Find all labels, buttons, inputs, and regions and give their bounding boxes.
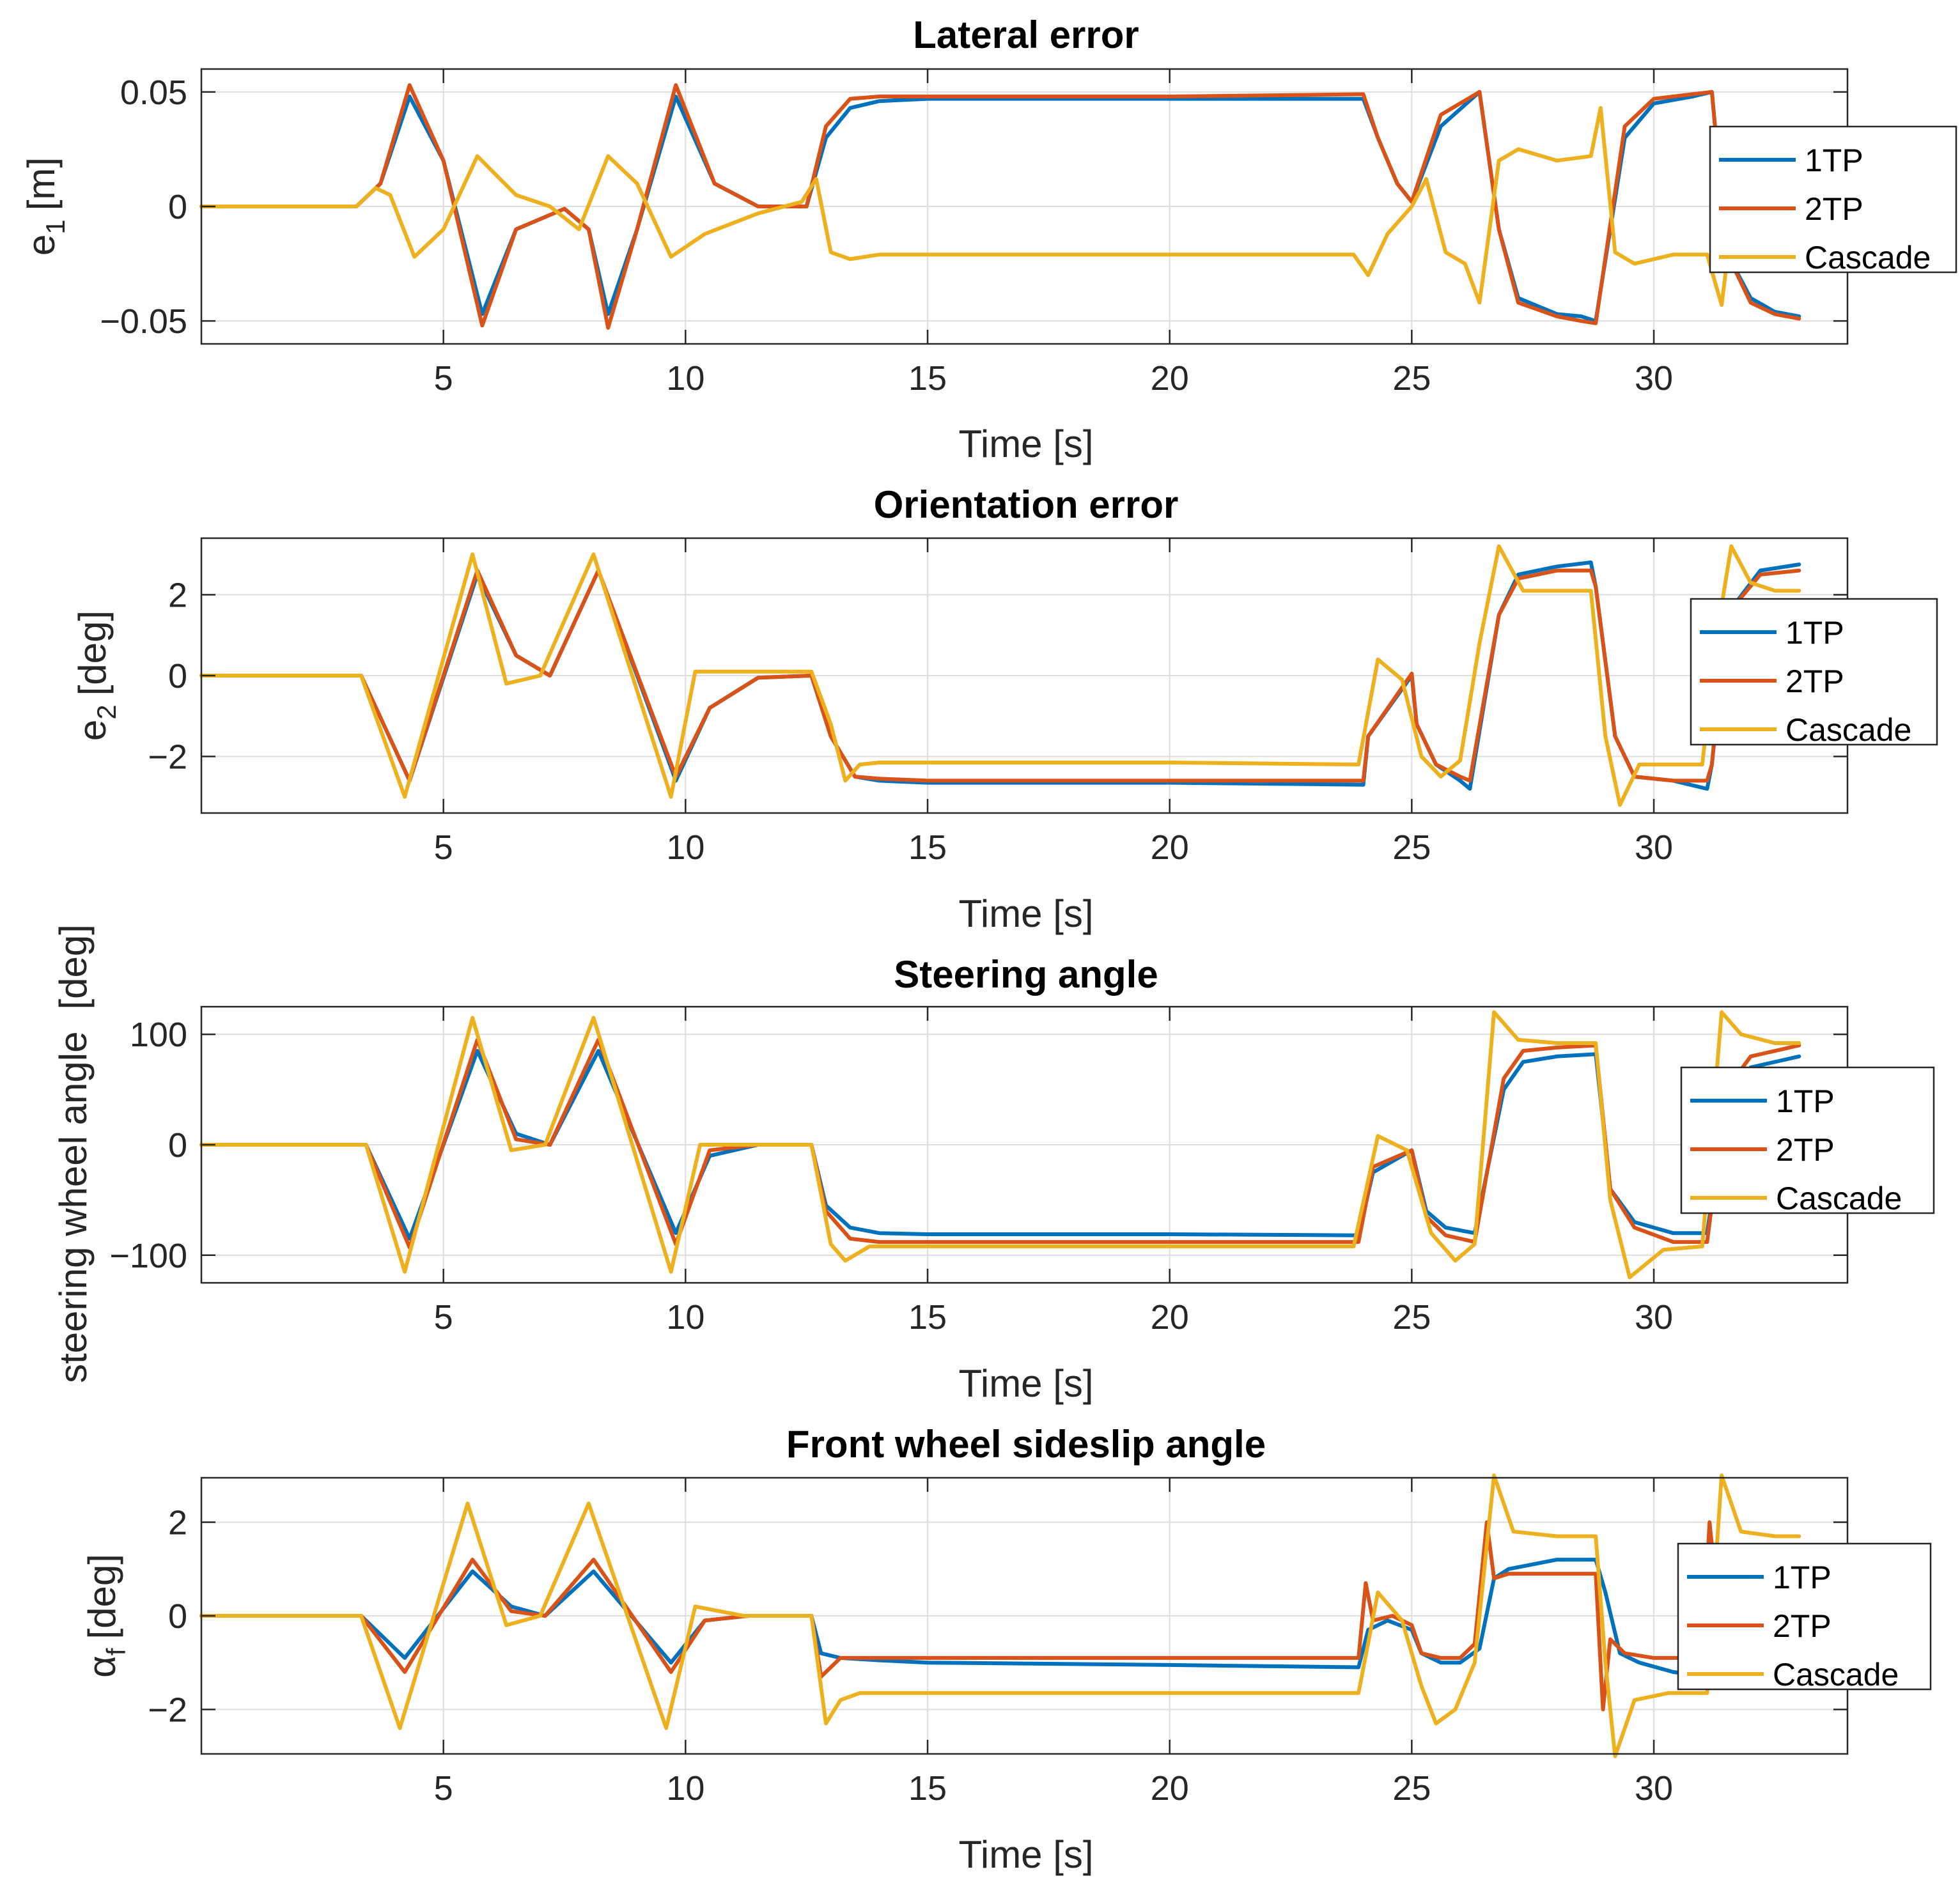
y-tick-label: 0 [168,1126,187,1165]
series-line-2tp [199,1037,1801,1250]
legend-label: 1TP [1805,143,1863,178]
y-axis-label: e2 [deg] [71,610,121,741]
legend-box [1680,1066,1935,1214]
orientation-error-subplot: Orientation error 5 10 15 20 25 30 −2 0 2 Time [… [71,483,1938,935]
chart-title: Steering angle [894,953,1158,996]
y-axis-label-unit: [deg] [81,1554,123,1639]
y-axis-label-text: steering wheel angle [52,1032,95,1383]
legend-box [1709,125,1957,274]
legend-label: 2TP [1776,1132,1835,1168]
x-tick-label: 5 [434,828,453,867]
y-axis-label-symbol: e [20,235,63,256]
y-axis-label: e1 [m] [20,157,70,256]
legend-label: 1TP [1773,1560,1832,1595]
x-tick-label: 20 [1151,828,1189,867]
legend-label: 2TP [1773,1608,1832,1644]
chart-title: Orientation error [874,483,1179,526]
legend: 1TP 2TP Cascade [1680,1066,1935,1216]
x-tick-label: 30 [1635,359,1673,398]
legend-label: Cascade [1773,1657,1899,1693]
x-tick-label: 30 [1635,1769,1673,1808]
x-tick-label: 25 [1392,1769,1431,1808]
x-axis-label: Time [s] [958,422,1093,465]
y-tick-label: 0 [168,1597,187,1636]
series-line-cascade [199,105,1801,307]
x-tick-label: 10 [666,359,704,398]
x-tick-label: 15 [908,359,947,398]
x-tick-label: 20 [1151,1769,1189,1808]
steering-angle-subplot: Steering angle 5 10 15 20 25 30 −100 0 100 Time … [52,924,1935,1405]
y-axis-label-unit: [deg] [71,610,114,695]
lateral-error-subplot: Lateral error 5 10 15 20 25 30 −0.05 0 0.05 Time… [20,13,1957,465]
y-axis-label-symbol: e [71,720,114,741]
series-line-1tp [199,1548,1801,1679]
x-tick-label: 5 [434,359,453,398]
series-line-cascade [199,1473,1801,1758]
y-axis-label-subscript: 2 [91,704,121,719]
y-tick-label: −2 [148,1691,187,1729]
y-tick-label: −0.05 [100,302,187,341]
legend-label: 1TP [1785,615,1844,651]
chart-title: Front wheel sideslip angle [786,1423,1266,1466]
x-tick-label: 5 [434,1298,453,1337]
x-tick-label: 25 [1392,359,1431,398]
legend-label: Cascade [1776,1181,1902,1216]
legend-label: 2TP [1805,191,1863,227]
y-tick-label: −2 [148,738,187,776]
series-line-cascade [199,1010,1801,1280]
y-tick-label: 0 [168,188,187,226]
series-line-2tp [199,568,1801,783]
legend-label: 2TP [1785,663,1844,699]
x-tick-label: 15 [908,1769,947,1808]
x-axis-label: Time [s] [958,1833,1093,1876]
x-tick-label: 20 [1151,359,1189,398]
x-tick-label: 30 [1635,1298,1673,1337]
y-axis-label-subscript: f [101,1648,131,1655]
x-tick-label: 15 [908,1298,947,1337]
legend: 1TP 2TP Cascade [1709,125,1957,275]
y-axis-label-unit: [deg] [52,924,95,1009]
sideslip-angle-subplot: Front wheel sideslip angle 5 10 15 20 25 30−2… [81,1423,1932,1876]
series-line-2tp [199,83,1801,330]
chart-title: Lateral error [913,13,1139,56]
series-line-cascade [199,544,1801,807]
legend-label: Cascade [1805,240,1931,275]
y-tick-label: −100 [109,1237,187,1275]
legend-box [1690,598,1938,746]
x-tick-label: 25 [1392,828,1431,867]
y-tick-label: 0.05 [120,74,187,112]
legend: 1TP 2TP Cascade [1677,1542,1932,1693]
y-tick-label: 2 [168,577,187,615]
legend: 1TP 2TP Cascade [1690,598,1938,748]
x-axis-label: Time [s] [958,1362,1093,1405]
y-axis-label-symbol: α [81,1655,123,1678]
legend-label: Cascade [1785,712,1911,748]
y-tick-label: 100 [130,1016,187,1054]
y-tick-label: 2 [168,1504,187,1542]
x-tick-label: 5 [434,1769,453,1808]
y-axis-label: αf [deg] [81,1554,131,1678]
x-tick-label: 25 [1392,1298,1431,1337]
x-tick-label: 15 [908,828,947,867]
y-axis-label: steering wheel angle [deg] [52,924,95,1383]
y-tick-label: 0 [168,657,187,695]
y-axis-label-unit: [m] [20,157,63,210]
x-tick-label: 10 [666,1298,704,1337]
legend-box [1677,1542,1932,1691]
legend-label: 1TP [1776,1083,1835,1119]
x-tick-label: 10 [666,1769,704,1808]
x-tick-label: 20 [1151,1298,1189,1337]
x-tick-label: 30 [1635,828,1673,867]
y-axis-label-subscript: 1 [40,219,70,234]
x-tick-label: 10 [666,828,704,867]
x-axis-label: Time [s] [958,892,1093,935]
